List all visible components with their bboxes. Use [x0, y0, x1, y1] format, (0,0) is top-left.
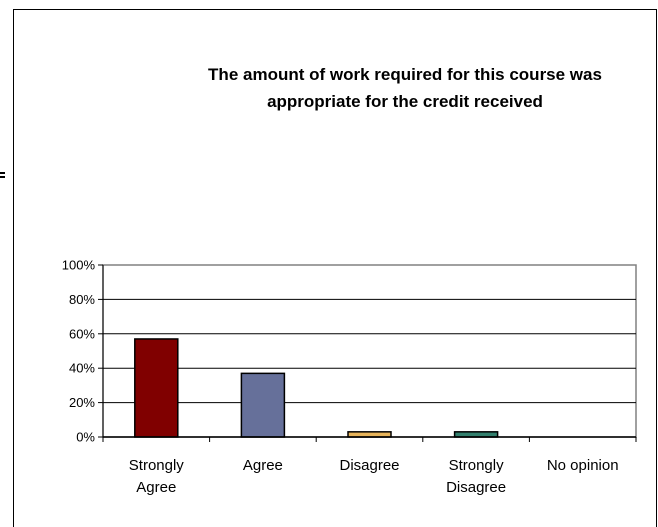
- chart-title-line-1: The amount of work required for this cou…: [208, 65, 602, 84]
- edge-mark: [0, 172, 5, 180]
- x-category-label: Strongly: [129, 457, 185, 474]
- plot-area: [102, 264, 637, 438]
- x-category-label: Disagree: [339, 457, 399, 474]
- bar-2: [347, 431, 392, 438]
- x-category-label: Disagree: [446, 479, 506, 496]
- y-tick-label: 40%: [69, 361, 95, 376]
- y-tick-label: 60%: [69, 326, 95, 341]
- x-category-label: Agree: [136, 479, 176, 496]
- y-tick-label: 100%: [62, 258, 96, 273]
- y-tick-label: 0%: [76, 430, 95, 445]
- y-tick-label: 20%: [69, 395, 95, 410]
- bar-0: [134, 338, 179, 438]
- bar-3: [453, 431, 499, 438]
- x-category-label: No opinion: [547, 457, 619, 474]
- chart-title-line-2: appropriate for the credit received: [267, 92, 543, 111]
- bar-1: [240, 372, 286, 438]
- y-tick-label: 80%: [69, 292, 95, 307]
- x-category-label: Agree: [243, 457, 283, 474]
- x-category-label: Strongly: [449, 457, 505, 474]
